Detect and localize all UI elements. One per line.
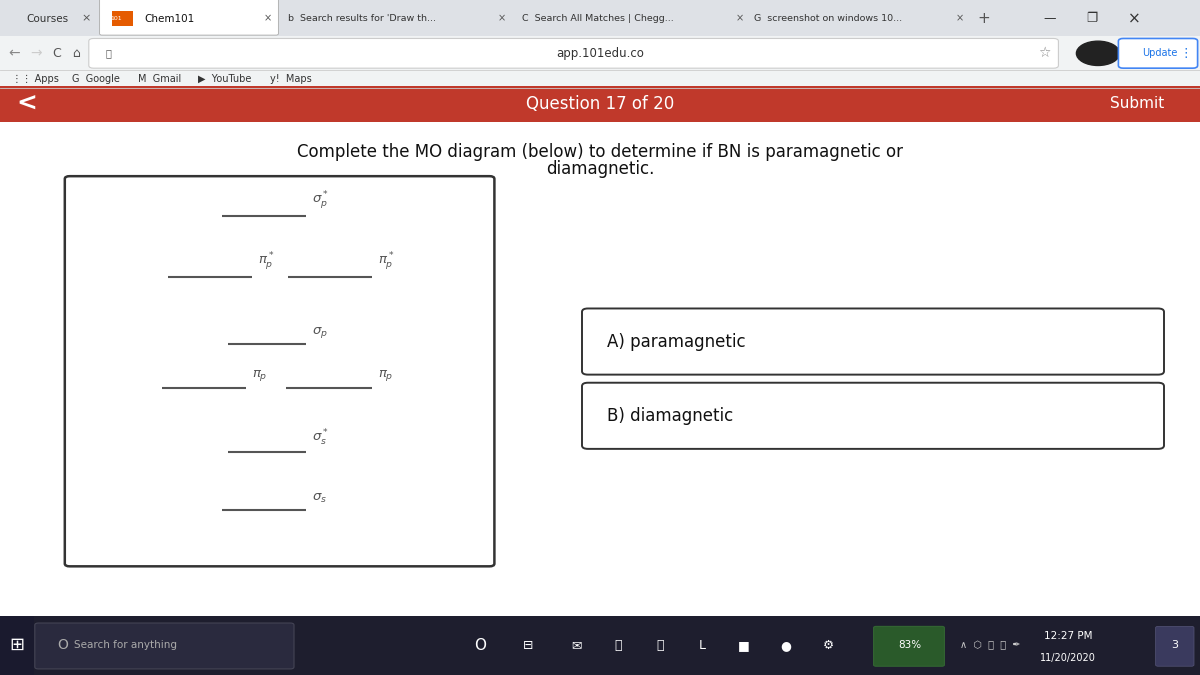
Text: C  Search All Matches | Chegg...: C Search All Matches | Chegg... — [522, 14, 673, 23]
Text: +: + — [978, 11, 990, 26]
Text: O: O — [58, 639, 68, 652]
Text: O: O — [474, 638, 486, 653]
Text: ⊟: ⊟ — [523, 639, 533, 652]
FancyBboxPatch shape — [874, 626, 944, 666]
Bar — [0, 122, 1200, 616]
Text: diamagnetic.: diamagnetic. — [546, 160, 654, 178]
Text: —: — — [1044, 12, 1056, 25]
FancyBboxPatch shape — [65, 176, 494, 566]
Text: ×: × — [1128, 11, 1140, 26]
Text: 🔒: 🔒 — [106, 49, 112, 58]
Bar — [112, 11, 133, 26]
Text: →: → — [30, 47, 42, 60]
Text: $\sigma_p^*$: $\sigma_p^*$ — [312, 189, 329, 211]
Text: G  screenshot on windows 10...: G screenshot on windows 10... — [754, 14, 901, 23]
Text: M  Gmail: M Gmail — [138, 74, 181, 84]
Text: 12:27 PM: 12:27 PM — [1044, 631, 1092, 641]
Text: ⋮: ⋮ — [1180, 47, 1192, 60]
Text: Submit: Submit — [1110, 97, 1164, 111]
Text: ×: × — [82, 14, 91, 24]
Text: b  Search results for 'Draw th...: b Search results for 'Draw th... — [288, 14, 436, 23]
FancyBboxPatch shape — [100, 0, 278, 35]
Text: ⋮⋮ Apps: ⋮⋮ Apps — [12, 74, 59, 84]
Text: ⊞: ⊞ — [10, 637, 24, 654]
Text: 101: 101 — [110, 16, 122, 21]
Text: $\sigma_s^*$: $\sigma_s^*$ — [312, 427, 329, 448]
Text: ×: × — [955, 14, 964, 24]
Bar — [0, 616, 34, 675]
Text: Chem101: Chem101 — [144, 14, 194, 24]
Bar — [0, 70, 1200, 88]
Text: Complete the MO diagram (below) to determine if BN is paramagnetic or: Complete the MO diagram (below) to deter… — [298, 143, 904, 161]
Text: ●: ● — [780, 639, 792, 652]
Bar — [0, 616, 1200, 675]
Text: 83%: 83% — [898, 641, 922, 650]
Text: ✉: ✉ — [571, 639, 581, 652]
Bar — [0, 86, 1200, 122]
Text: 11/20/2020: 11/20/2020 — [1040, 653, 1096, 664]
Text: G  Google: G Google — [72, 74, 120, 84]
Text: 🗂: 🗂 — [614, 639, 622, 652]
Bar — [0, 0, 1200, 37]
Text: 🗒: 🗒 — [656, 639, 664, 652]
FancyBboxPatch shape — [582, 383, 1164, 449]
Text: L: L — [698, 639, 706, 652]
Text: C: C — [52, 47, 61, 60]
Text: $\pi_p^*$: $\pi_p^*$ — [258, 250, 275, 272]
Text: ∧  ⬡  📷  🔊  ✒: ∧ ⬡ 📷 🔊 ✒ — [960, 641, 1020, 650]
Text: Question 17 of 20: Question 17 of 20 — [526, 95, 674, 113]
Text: $\pi_p$: $\pi_p$ — [252, 369, 268, 383]
Text: ×: × — [736, 14, 744, 24]
Text: $\pi_p^*$: $\pi_p^*$ — [378, 250, 395, 272]
Text: A) paramagnetic: A) paramagnetic — [607, 333, 746, 350]
Bar — [0, 36, 1200, 71]
Text: B) diamagnetic: B) diamagnetic — [607, 407, 733, 425]
FancyBboxPatch shape — [1118, 38, 1198, 68]
Text: 3: 3 — [1171, 641, 1178, 650]
Text: $\sigma_p$: $\sigma_p$ — [312, 325, 328, 340]
Text: ▶  YouTube: ▶ YouTube — [198, 74, 251, 84]
FancyBboxPatch shape — [35, 623, 294, 669]
Text: ☆: ☆ — [1038, 47, 1050, 60]
FancyBboxPatch shape — [582, 308, 1164, 375]
Text: Courses: Courses — [26, 14, 68, 24]
Text: <: < — [16, 92, 37, 116]
Text: ×: × — [264, 14, 272, 24]
Text: $\pi_p$: $\pi_p$ — [378, 369, 394, 383]
Text: Update: Update — [1142, 49, 1177, 58]
Text: Search for anything: Search for anything — [74, 641, 178, 650]
Text: ×: × — [498, 14, 506, 24]
Circle shape — [1076, 41, 1120, 65]
Text: ←: ← — [8, 47, 20, 60]
Text: ❐: ❐ — [1086, 12, 1098, 25]
Text: ■: ■ — [738, 639, 750, 652]
Text: y!  Maps: y! Maps — [270, 74, 312, 84]
Text: ⚙: ⚙ — [822, 639, 834, 652]
FancyBboxPatch shape — [89, 38, 1058, 68]
Text: app.101edu.co: app.101edu.co — [556, 47, 644, 60]
Text: $\sigma_s$: $\sigma_s$ — [312, 492, 328, 505]
FancyBboxPatch shape — [1156, 626, 1194, 666]
Text: ⌂: ⌂ — [72, 47, 79, 60]
